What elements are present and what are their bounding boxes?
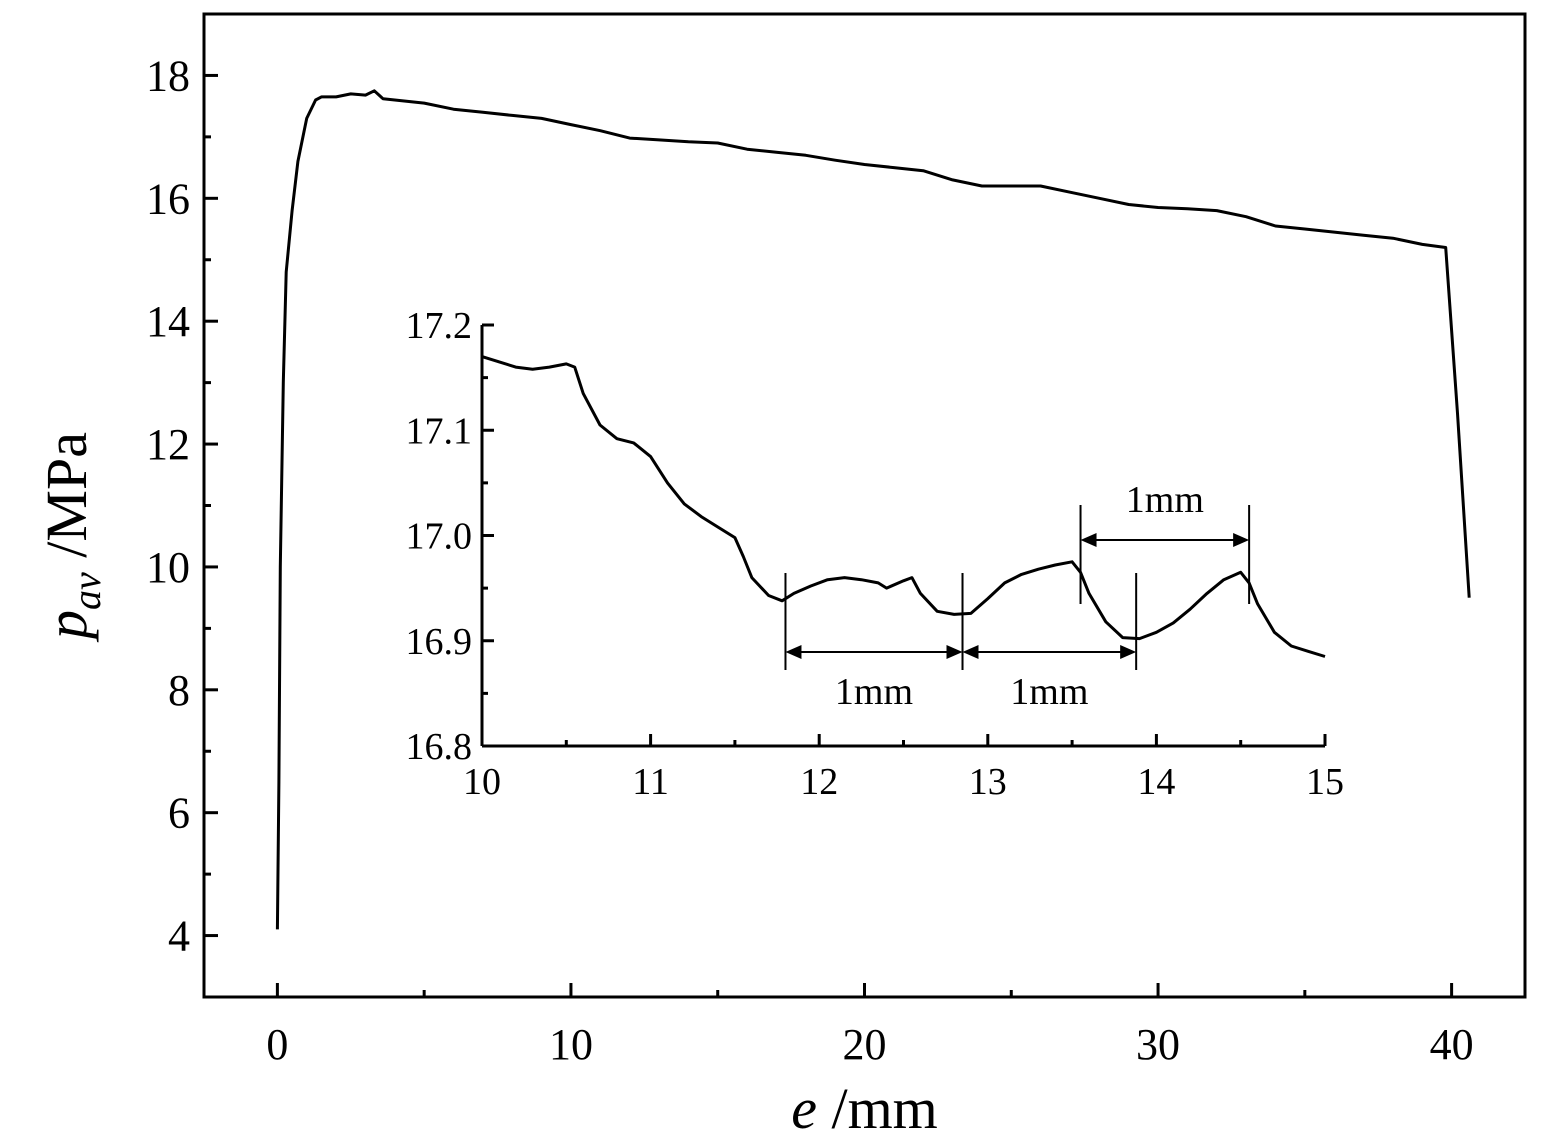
annotation-arrowhead-right bbox=[1233, 533, 1250, 547]
annotation-arrowhead-left bbox=[785, 645, 802, 659]
inset-series-line-p_av_zoom bbox=[481, 355, 1326, 658]
annotation-label: 1mm bbox=[835, 671, 913, 713]
y-tick-label: 18 bbox=[146, 51, 190, 100]
y-tick-label: 10 bbox=[146, 543, 190, 592]
y-tick-label: 6 bbox=[168, 789, 190, 838]
y-tick-label: 16 bbox=[146, 174, 190, 223]
x-axis-var: e bbox=[791, 1076, 817, 1140]
main-plot-frame bbox=[202, 12, 1527, 999]
y-axis-sub: av bbox=[64, 572, 109, 610]
annotation-label: 1mm bbox=[1010, 671, 1088, 713]
x-tick-label: 10 bbox=[549, 1020, 593, 1069]
x-tick-label: 40 bbox=[1430, 1020, 1474, 1069]
annotation-arrowhead-left bbox=[1080, 533, 1097, 547]
series-line-p_av bbox=[275, 89, 1471, 930]
inset-x-tick-label: 14 bbox=[1137, 761, 1175, 803]
y-tick-label: 14 bbox=[146, 297, 190, 346]
inset-x-tick-label: 10 bbox=[463, 761, 501, 803]
y-tick-label: 8 bbox=[168, 666, 190, 715]
x-axis-title: e /mm bbox=[791, 1076, 938, 1140]
x-tick-label: 20 bbox=[843, 1020, 887, 1069]
annotation-label: 1mm bbox=[1126, 479, 1204, 521]
x-tick-label: 0 bbox=[266, 1020, 288, 1069]
y-axis-unit: /MPa bbox=[34, 432, 99, 572]
inset-y-tick-label: 17.0 bbox=[406, 516, 473, 558]
x-axis-unit: /mm bbox=[817, 1076, 938, 1140]
inset-plot: 10 11 12 13 14 15 16.8 16.9 17.0 17.1 17.2 1mm 1mm 1m… bbox=[406, 305, 1345, 803]
inset-x-tick-label: 11 bbox=[632, 761, 669, 803]
y-tick-label: 12 bbox=[146, 420, 190, 469]
y-axis-var: p bbox=[34, 610, 99, 643]
annotation-arrowhead-right bbox=[946, 645, 963, 659]
y-axis-title: pav /MPa bbox=[34, 432, 109, 643]
annotation-arrowhead-left bbox=[962, 645, 979, 659]
inset-y-tick-label: 16.9 bbox=[406, 621, 473, 663]
inset-y-tick-label: 16.8 bbox=[406, 726, 473, 768]
inset-x-tick-label: 13 bbox=[969, 761, 1007, 803]
inset-y-tick-label: 17.2 bbox=[406, 305, 473, 347]
y-tick-label: 4 bbox=[168, 912, 190, 961]
main-plot: 0 10 20 30 40 4 6 8 10 12 14 16 18 e /mm pav /MPa bbox=[34, 12, 1527, 1140]
inset-y-tick-label: 17.1 bbox=[406, 410, 473, 452]
annotation-arrowhead-right bbox=[1120, 645, 1137, 659]
x-tick-label: 30 bbox=[1136, 1020, 1180, 1069]
inset-x-tick-label: 15 bbox=[1306, 761, 1344, 803]
inset-x-tick-label: 12 bbox=[800, 761, 838, 803]
